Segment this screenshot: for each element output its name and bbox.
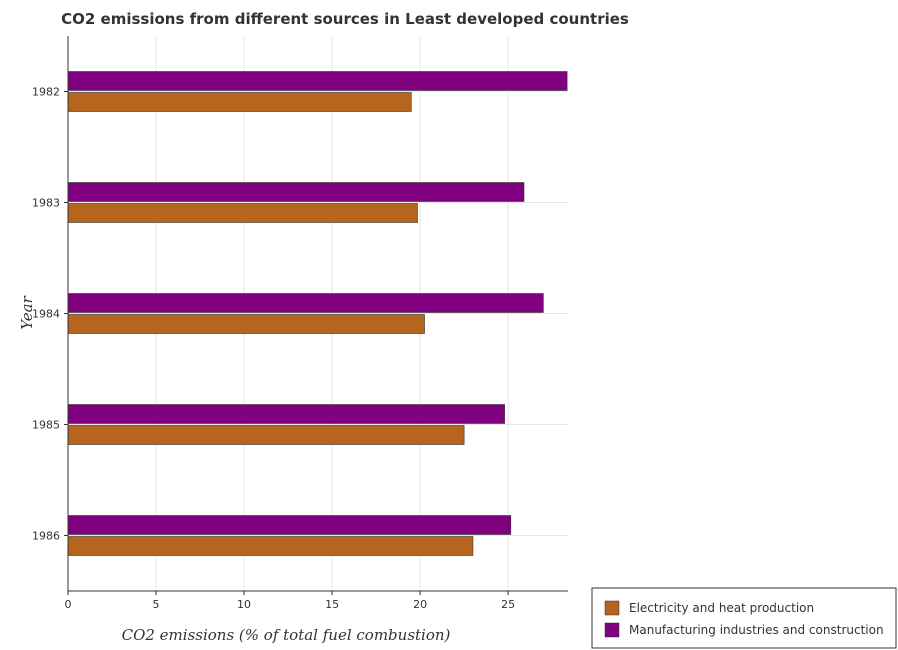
legend: Electricity and heat production Manufact… [591, 587, 897, 649]
grid-lines [67, 36, 568, 591]
x-tick-label: 20 [413, 598, 427, 611]
bar-electricity-1983 [67, 203, 418, 223]
bar-manufacturing-1982 [67, 71, 568, 91]
x-tick-labels: 0 5 10 15 20 25 [65, 591, 515, 611]
y-tick-labels: 1982 1983 1984 1985 1986 [32, 86, 68, 543]
x-tick-label: 0 [65, 598, 72, 611]
legend-box [591, 587, 897, 649]
y-tick-label: 1985 [32, 419, 60, 432]
y-tick-label: 1986 [32, 530, 60, 543]
bar-manufacturing-1984 [67, 293, 544, 313]
y-tick-label: 1982 [32, 86, 60, 99]
x-tick-label: 15 [325, 598, 339, 611]
x-tick-label: 10 [237, 598, 251, 611]
bar-electricity-1986 [67, 536, 474, 556]
bar-electricity-1985 [67, 425, 465, 445]
legend-label-manufacturing: Manufacturing industries and constructio… [629, 623, 884, 637]
x-tick-label: 25 [501, 598, 515, 611]
bars [67, 71, 568, 556]
legend-swatch-manufacturing [604, 622, 620, 638]
y-tick-label: 1983 [32, 197, 60, 210]
bar-manufacturing-1985 [67, 404, 505, 424]
x-axis-label: CO2 emissions (% of total fuel combustio… [122, 626, 451, 644]
legend-swatch-electricity [604, 600, 620, 616]
chart-title: CO2 emissions from different sources in … [61, 10, 629, 28]
bar-manufacturing-1983 [67, 182, 525, 202]
legend-label-electricity: Electricity and heat production [629, 601, 814, 615]
bar-electricity-1984 [67, 314, 425, 334]
y-tick-label: 1984 [32, 308, 60, 321]
x-tick-label: 5 [153, 598, 160, 611]
y-axis-label: Year [18, 295, 36, 329]
bar-manufacturing-1986 [67, 515, 512, 535]
bar-electricity-1982 [67, 92, 412, 112]
